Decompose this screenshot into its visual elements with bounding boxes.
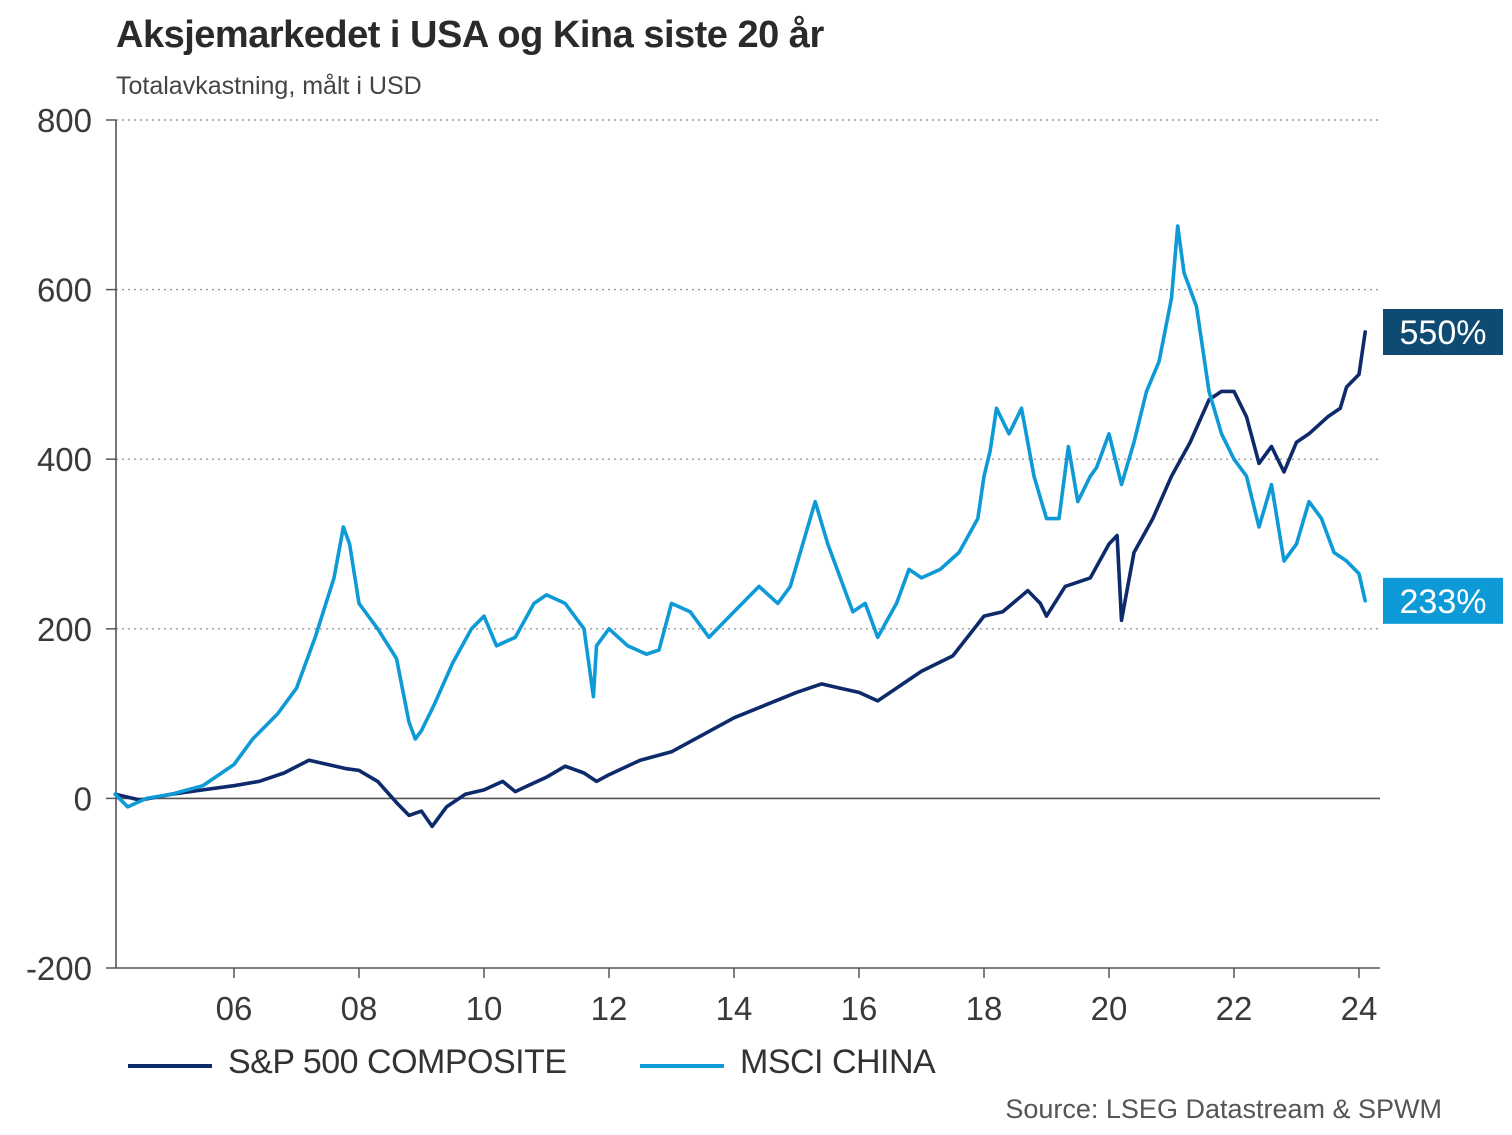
y-tick-label: 0: [74, 780, 92, 817]
y-tick-label: 800: [37, 102, 92, 139]
end-label-box-msci-china: [1383, 577, 1503, 624]
end-label-box-sp500: [1383, 309, 1503, 355]
x-tick-label: 16: [841, 990, 878, 1027]
x-tick-label: 12: [591, 990, 628, 1027]
y-tick-label: 200: [37, 611, 92, 648]
y-tick-label: 400: [37, 441, 92, 478]
y-tick-label: -200: [26, 950, 92, 987]
x-tick-label: 06: [216, 990, 253, 1027]
legend-swatch-sp500: [128, 1064, 212, 1068]
legend-swatch-msci-china: [640, 1064, 724, 1068]
source-note: Source: LSEG Datastream & SPWM: [1005, 1094, 1442, 1124]
series-line-msci-china: [113, 224, 1367, 809]
series-line-sp500: [113, 330, 1367, 829]
x-tick-label: 08: [341, 990, 378, 1027]
legend-label-sp500: S&P 500 COMPOSITE: [228, 1043, 567, 1081]
chart-title: Aksjemarkedet i USA og Kina siste 20 år: [116, 14, 824, 56]
x-tick-label: 10: [466, 990, 503, 1027]
x-tick-label: 24: [1341, 990, 1378, 1027]
chart-subtitle: Totalavkastning, målt i USD: [116, 72, 422, 100]
x-tick-label: 18: [966, 990, 1003, 1027]
legend-label-msci-china: MSCI CHINA: [740, 1043, 936, 1081]
end-label-msci-china: 233%: [1400, 583, 1487, 621]
y-tick-label: 600: [37, 272, 92, 309]
x-tick-label: 20: [1091, 990, 1128, 1027]
end-label-sp500: 550%: [1400, 314, 1487, 352]
x-tick-label: 22: [1216, 990, 1253, 1027]
x-tick-label: 14: [716, 990, 753, 1027]
